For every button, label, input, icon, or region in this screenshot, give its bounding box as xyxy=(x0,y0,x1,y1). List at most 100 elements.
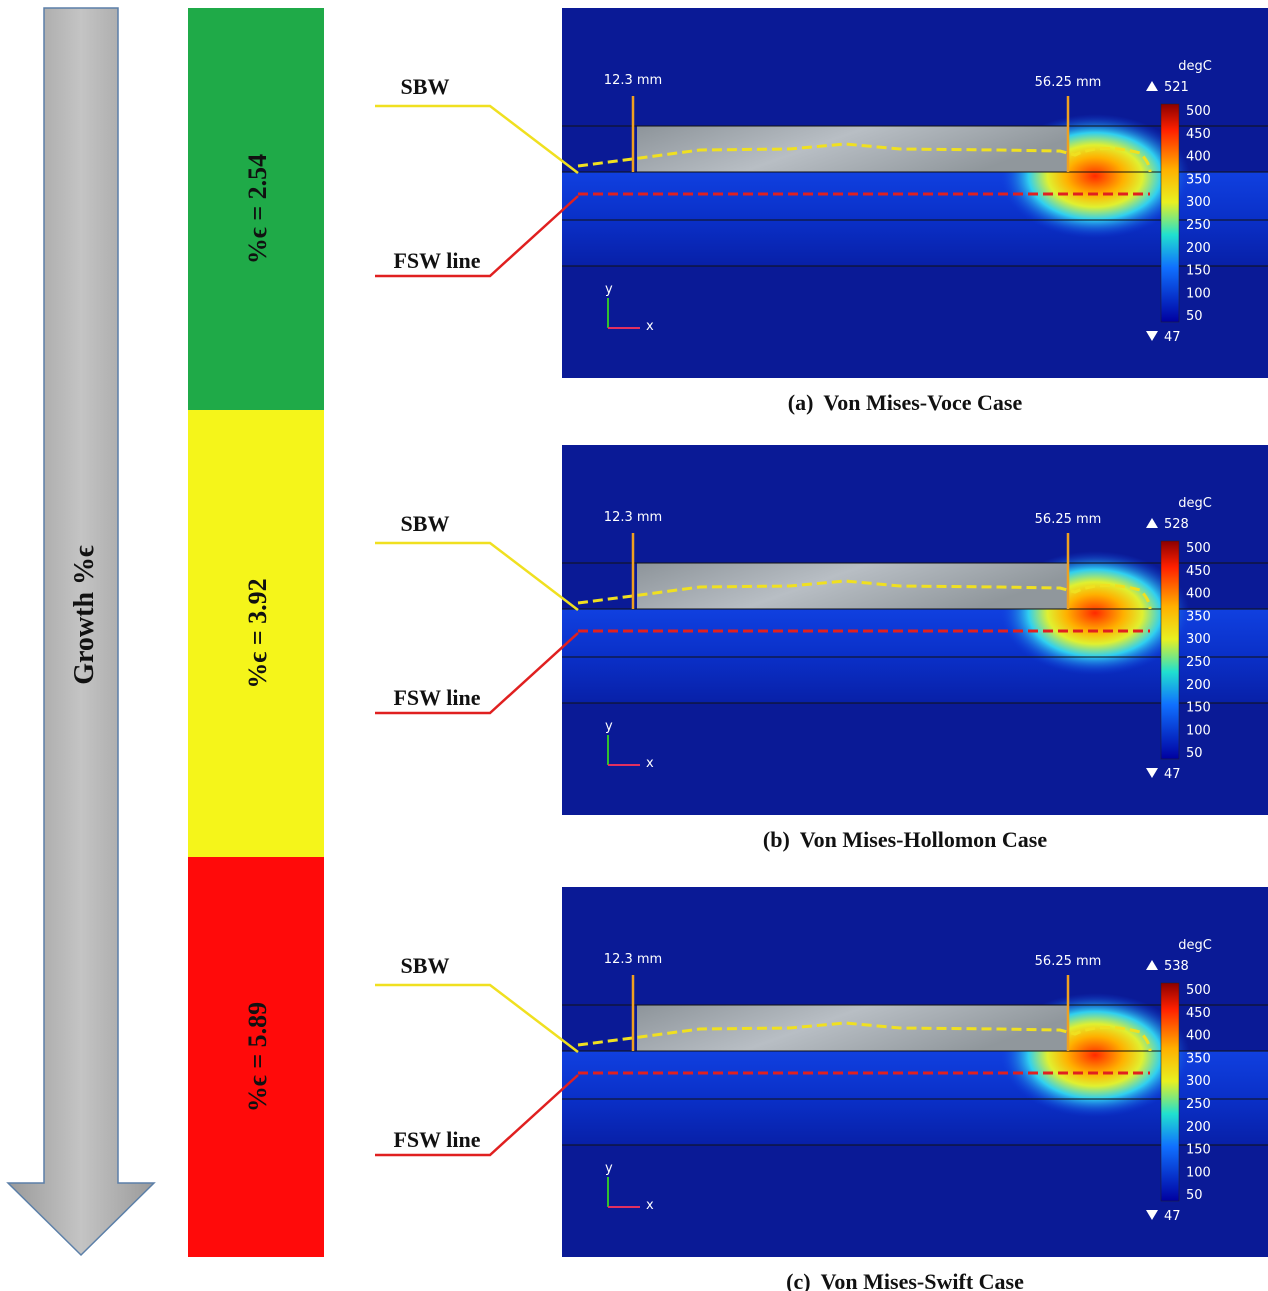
caption-letter: (b) xyxy=(763,827,790,852)
colorbar-tick: 450 xyxy=(1186,127,1211,142)
colorbar xyxy=(1160,103,1180,323)
colorbar-tick: 200 xyxy=(1186,241,1211,256)
fsw-label: FSW line xyxy=(393,248,480,273)
strain-segment xyxy=(188,8,324,410)
colorbar-tick: 350 xyxy=(1186,172,1211,187)
sbw-leader xyxy=(375,104,579,174)
strain-label: %ϵ = 3.92 xyxy=(243,578,272,688)
colorbar-tick: 500 xyxy=(1186,104,1211,119)
caption-text: Von Mises-Swift Case xyxy=(821,1269,1025,1291)
simulation-image: 12.3 mm 56.25 mm y x degC 528 47 500 450 400 350 30… xyxy=(562,445,1268,815)
colorbar-tick: 250 xyxy=(1186,655,1211,670)
colorbar-unit: degC xyxy=(1178,496,1212,511)
position-label: 12.3 mm xyxy=(604,73,662,88)
colorbar-max: 521 xyxy=(1164,80,1189,95)
colorbar-min: 47 xyxy=(1164,330,1181,345)
colorbar-unit: degC xyxy=(1178,59,1212,74)
colorbar-tick: 150 xyxy=(1186,264,1211,279)
max-marker xyxy=(1146,81,1158,91)
colorbar-tick: 100 xyxy=(1186,1165,1211,1180)
colorbar-tick: 50 xyxy=(1186,309,1203,324)
colorbar-min: 47 xyxy=(1164,767,1181,782)
strain-label: %ϵ = 5.89 xyxy=(243,1002,272,1112)
caption-text: Von Mises-Hollomon Case xyxy=(800,827,1048,852)
caption: (a) Von Mises-Voce Case xyxy=(788,390,1023,415)
sbw-dashed xyxy=(577,142,1152,173)
colorbar-tick: 200 xyxy=(1186,1120,1211,1135)
caption: (c) Von Mises-Swift Case xyxy=(786,1269,1024,1291)
fsw-leader xyxy=(375,1074,579,1157)
sbw-dashed xyxy=(577,579,1152,610)
panel: 12.3 mm 56.25 mm y x degC 538 47 500 450 400 350 30… xyxy=(375,887,1268,1291)
panel: 12.3 mm 56.25 mm y x degC 521 47 500 450 400 350 30… xyxy=(375,8,1268,415)
colorbar-tick: 250 xyxy=(1186,1097,1211,1112)
position-label: 12.3 mm xyxy=(604,510,662,525)
position-label: 56.25 mm xyxy=(1035,512,1102,527)
plate xyxy=(637,1005,1067,1051)
colorbar-tick: 100 xyxy=(1186,286,1211,301)
position-label: 12.3 mm xyxy=(604,952,662,967)
axis-x-label: x xyxy=(646,319,654,334)
colorbar-tick: 350 xyxy=(1186,609,1211,624)
colorbar-tick: 450 xyxy=(1186,1006,1211,1021)
caption-letter: (c) xyxy=(786,1269,810,1291)
fsw-leader xyxy=(375,632,579,715)
colorbar-tick: 400 xyxy=(1186,1029,1211,1044)
colorbar-tick: 350 xyxy=(1186,1051,1211,1066)
caption-letter: (a) xyxy=(788,390,814,415)
panel: 12.3 mm 56.25 mm y x degC 528 47 500 450 400 350 30… xyxy=(375,445,1268,852)
colorbar xyxy=(1160,982,1180,1202)
max-marker xyxy=(1146,960,1158,970)
axis-y-label: y xyxy=(605,282,613,297)
plate xyxy=(637,126,1067,172)
simulation-image: 12.3 mm 56.25 mm y x degC 538 47 500 450 400 350 30… xyxy=(562,887,1268,1257)
max-marker xyxy=(1146,518,1158,528)
sbw-leader xyxy=(375,983,579,1053)
min-marker xyxy=(1146,1210,1158,1220)
colorbar-tick: 400 xyxy=(1186,150,1211,165)
fsw-label: FSW line xyxy=(393,1127,480,1152)
colorbar-tick: 100 xyxy=(1186,723,1211,738)
growth-label: Growth %ϵ xyxy=(69,545,100,685)
sbw-leader xyxy=(375,541,579,611)
colorbar-tick: 150 xyxy=(1186,1143,1211,1158)
min-marker xyxy=(1146,768,1158,778)
axis-y-label: y xyxy=(605,1161,613,1176)
colorbar-min: 47 xyxy=(1164,1209,1181,1224)
colorbar-tick: 300 xyxy=(1186,1074,1211,1089)
colorbar-tick: 400 xyxy=(1186,587,1211,602)
colorbar xyxy=(1160,540,1180,760)
fsw-leader xyxy=(375,195,579,278)
colorbar-unit: degC xyxy=(1178,938,1212,953)
colorbar-tick: 450 xyxy=(1186,564,1211,579)
colorbar-tick: 150 xyxy=(1186,701,1211,716)
position-label: 56.25 mm xyxy=(1035,75,1102,90)
sbw-label: SBW xyxy=(401,74,450,99)
plate xyxy=(637,563,1067,609)
colorbar-tick: 50 xyxy=(1186,1188,1203,1203)
caption-text: Von Mises-Voce Case xyxy=(823,390,1022,415)
simulation-image: 12.3 mm 56.25 mm y x degC 521 47 500 450 400 350 30… xyxy=(562,8,1268,378)
strain-segment xyxy=(188,857,324,1257)
position-label: 56.25 mm xyxy=(1035,954,1102,969)
min-marker xyxy=(1146,331,1158,341)
colorbar-tick: 500 xyxy=(1186,983,1211,998)
colorbar-tick: 200 xyxy=(1186,678,1211,693)
axis-x-label: x xyxy=(646,1198,654,1213)
colorbar-max: 538 xyxy=(1164,959,1189,974)
strain-segment xyxy=(188,410,324,857)
strain-label: %ϵ = 2.54 xyxy=(243,154,272,264)
sbw-label: SBW xyxy=(401,953,450,978)
colorbar-tick: 300 xyxy=(1186,632,1211,647)
axis-y-label: y xyxy=(605,719,613,734)
sbw-dashed xyxy=(577,1021,1152,1052)
colorbar-tick: 300 xyxy=(1186,195,1211,210)
sbw-label: SBW xyxy=(401,511,450,536)
axis-x-label: x xyxy=(646,756,654,771)
fsw-label: FSW line xyxy=(393,685,480,710)
colorbar-tick: 250 xyxy=(1186,218,1211,233)
colorbar-tick: 500 xyxy=(1186,541,1211,556)
colorbar-max: 528 xyxy=(1164,517,1189,532)
colorbar-tick: 50 xyxy=(1186,746,1203,761)
